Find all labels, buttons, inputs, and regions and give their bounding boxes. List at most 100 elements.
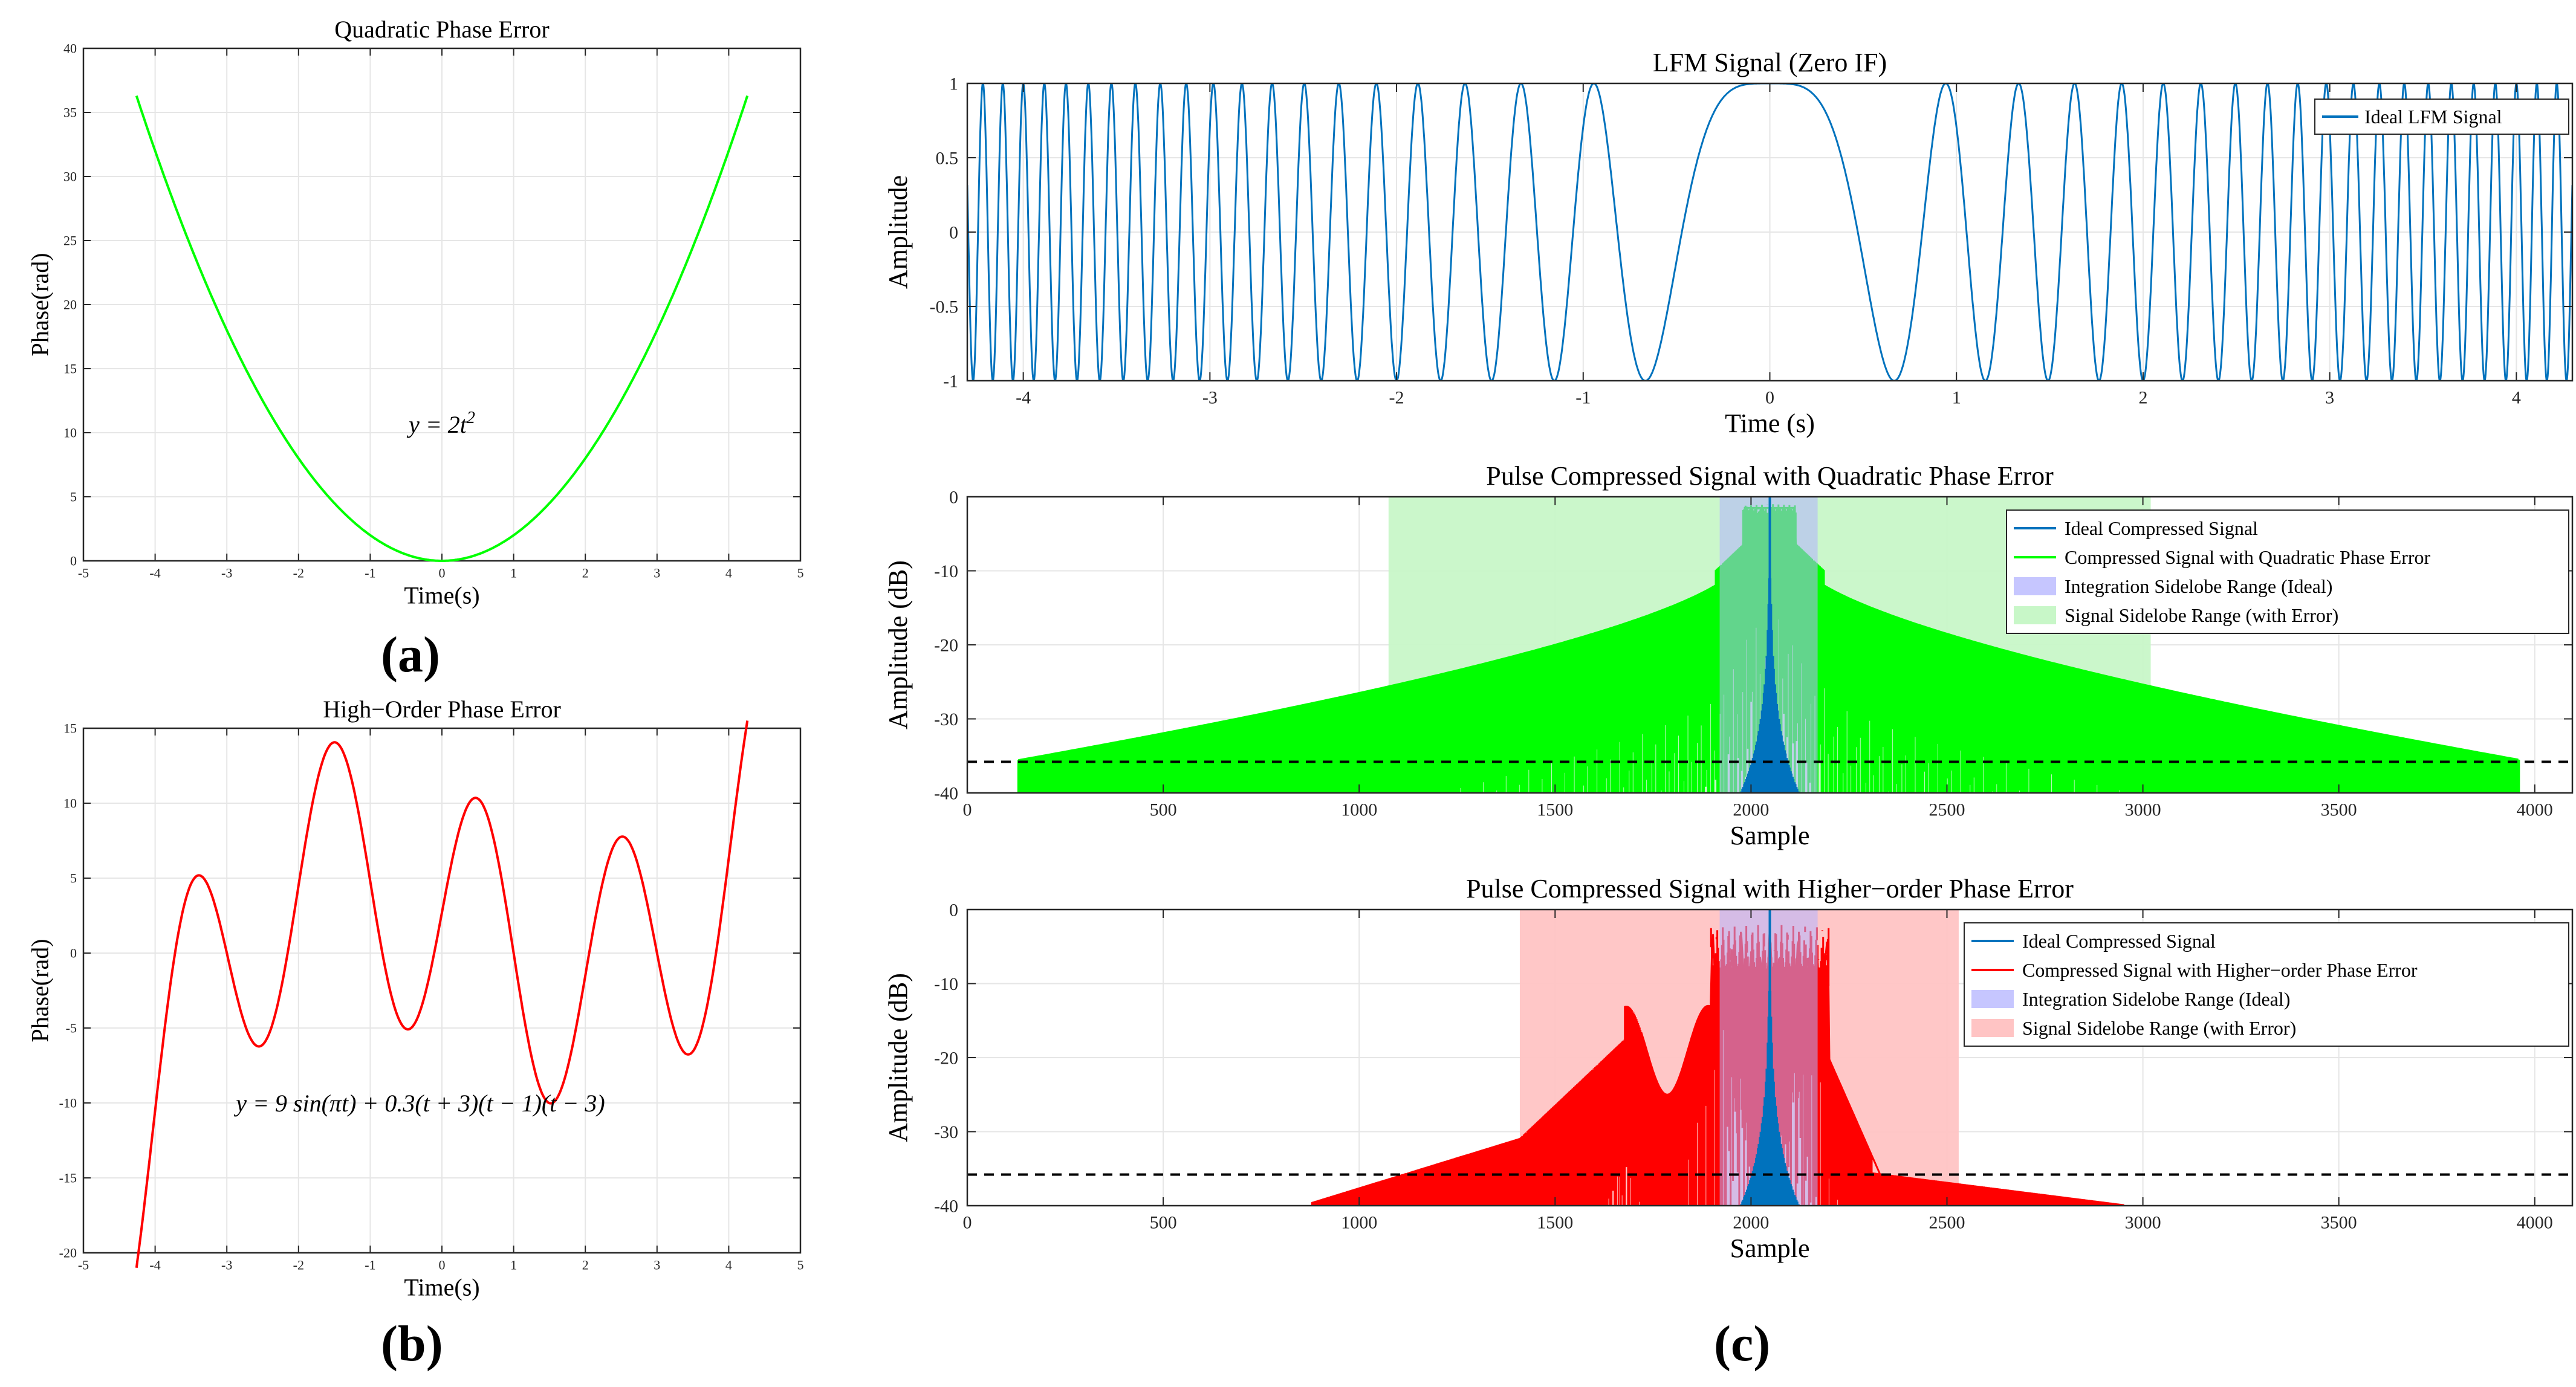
chart-quad: -5 -4 -3 -2 -1 0 1 2 3 4 5 0 5 10 15 20 25 30 35 40 Quadrati… [26, 16, 803, 609]
pc_high-legend-swatch [1971, 1019, 2014, 1037]
pc_high-xlabel: Sample [1730, 1233, 1810, 1263]
quad-xtick-label: -5 [78, 566, 89, 581]
pc_quad-ytick-label: 0 [949, 488, 958, 508]
lfm-xlabel: Time (s) [1725, 409, 1815, 438]
high-xtick-label: 5 [797, 1258, 804, 1273]
lfm-xtick-label: 1 [1952, 388, 1961, 408]
quad-xtick-label: 1 [510, 566, 517, 581]
quad-xtick-label: 3 [654, 566, 660, 581]
high-title: High−Order Phase Error [323, 696, 561, 723]
lfm-title: LFM Signal (Zero IF) [1653, 48, 1887, 77]
pc_quad-ylabel: Amplitude (dB) [883, 560, 913, 729]
pc_high-ytick-label: 0 [949, 900, 958, 920]
quad-xtick-label: -2 [293, 566, 304, 581]
lfm-xtick-label: 0 [1765, 388, 1774, 408]
quad-xtick-label: 2 [582, 566, 589, 581]
high-grid [83, 728, 800, 1253]
pc_high-xtick-label: 1500 [1537, 1213, 1573, 1233]
pc_quad-legend-swatch [2014, 606, 2056, 624]
pc_quad-ytick-label: -10 [934, 561, 958, 581]
pc_high-xtick-label: 3000 [2125, 1213, 2161, 1233]
quad-xtick-label: -1 [365, 566, 375, 581]
quad-grid [83, 48, 800, 561]
lfm-xtick-label: 3 [2325, 388, 2334, 408]
panel-label-b: (b) [381, 1316, 443, 1372]
lfm-xtick-label: -2 [1389, 388, 1404, 408]
high-ytick-label: 10 [63, 796, 77, 811]
lfm-waveform [967, 83, 2572, 381]
pc_high-ytick-label: -30 [934, 1122, 958, 1142]
pc_quad-ytick-label: -30 [934, 710, 958, 729]
pc_quad-xtick-label: 2000 [1733, 800, 1769, 820]
quad-equation-label: y = 2t2 [406, 409, 475, 438]
pc_high-legend-entry: Integration Sidelobe Range (Ideal) [2022, 988, 2290, 1010]
quad-ytick-label: 15 [63, 361, 77, 377]
quad-xlabel: Time(s) [404, 582, 479, 609]
pc_quad-xtick-label: 3000 [2125, 800, 2161, 820]
pc_high-ytick-label: -40 [934, 1197, 958, 1217]
high-equation-label: y = 9 sin(πt) + 0.3(t + 3)(t − 1)(t − 3) [233, 1090, 605, 1117]
high-ytick-label: 5 [70, 871, 77, 886]
quad-xtick-label: 5 [797, 566, 804, 581]
pc_quad-legend-entry: Ideal Compressed Signal [2065, 517, 2258, 539]
lfm-legend-entry: Ideal LFM Signal [2364, 106, 2502, 128]
pc_quad-xtick-label: 1000 [1341, 800, 1377, 820]
high-ytick-label: -15 [59, 1171, 77, 1186]
high-xlabel: Time(s) [404, 1274, 479, 1301]
high-ytick-label: -20 [59, 1246, 77, 1261]
pc_high-xtick-label: 2000 [1733, 1213, 1769, 1233]
quad-ytick-label: 40 [63, 41, 77, 56]
high-xtick-label: -2 [293, 1258, 304, 1273]
quad-equation-superscript: 2 [467, 409, 475, 427]
pc_high-legend-entry: Signal Sidelobe Range (with Error) [2022, 1017, 2296, 1039]
high-ylabel: Phase(rad) [26, 939, 53, 1042]
pc_quad-title: Pulse Compressed Signal with Quadratic P… [1486, 461, 2054, 491]
pc_quad-legend: Ideal Compressed Signal Compressed Signal… [2006, 509, 2569, 634]
chart-lfm: -4 -3 -2 -1 0 1 2 3 4 -1 -0.5 0 0.5 1 LFM Signal (Zero… [883, 48, 2574, 438]
chart-pc_quad: 0 500 1000 1500 2000 2500 3000 3500 4000 -40 -30 -2… [883, 461, 2574, 850]
pc_quad-xtick-label: 500 [1150, 800, 1177, 820]
high-ytick-label: -10 [59, 1096, 77, 1111]
pc_quad-error-stems [1017, 504, 2520, 793]
pc_high-xtick-label: 4000 [2517, 1213, 2553, 1233]
lfm-xtick-label: -3 [1202, 388, 1218, 408]
pc_high-legend: Ideal Compressed Signal Compressed Signal… [1964, 922, 2569, 1047]
quad-xtick-label: 4 [725, 566, 732, 581]
lfm-ytick-label: 1 [949, 74, 958, 94]
pc_high-legend-box [1964, 922, 2569, 1047]
pc_quad-xtick-label: 1500 [1537, 800, 1573, 820]
lfm-xtick-label: -4 [1016, 388, 1031, 408]
quad-xtick-label: -4 [149, 566, 160, 581]
pc_quad-xtick-label: 0 [963, 800, 972, 820]
pc_quad-ytick-label: -40 [934, 784, 958, 804]
lfm-ytick-label: 0 [949, 223, 958, 243]
panel-label-c: (c) [1714, 1316, 1771, 1372]
high-xtick-label: 4 [725, 1258, 732, 1273]
lfm-ytick-label: -1 [943, 372, 958, 392]
panel-label-a: (a) [381, 627, 440, 683]
pc_high-xtick-label: 500 [1150, 1213, 1177, 1233]
pc_high-legend-swatch [1971, 990, 2014, 1008]
lfm-ytick-label: 0.5 [936, 149, 959, 169]
quad-ytick-label: 25 [63, 233, 77, 248]
quad-ytick-label: 5 [70, 490, 77, 505]
pc_high-legend-entry: Ideal Compressed Signal [2022, 930, 2216, 952]
high-xtick-label: -4 [149, 1258, 160, 1273]
pc_quad-ytick-label: -20 [934, 636, 958, 656]
chart-pc_high: 0 500 1000 1500 2000 2500 3000 3500 4000 -40 -30 -2… [883, 874, 2574, 1263]
quad-curve [135, 95, 749, 562]
pc_quad-xtick-label: 4000 [2517, 800, 2553, 820]
quad-xtick-label: -3 [221, 566, 232, 581]
pc_high-xtick-label: 3500 [2321, 1213, 2357, 1233]
pc_high-title: Pulse Compressed Signal with Higher−orde… [1466, 874, 2074, 904]
pc_high-ytick-label: -20 [934, 1049, 958, 1069]
quad-title: Quadratic Phase Error [334, 16, 549, 43]
lfm-legend: Ideal LFM Signal [2314, 99, 2569, 135]
pc_quad-legend-entry: Integration Sidelobe Range (Ideal) [2065, 575, 2332, 597]
pc_high-xtick-label: 2500 [1929, 1213, 1965, 1233]
high-curve [135, 720, 749, 1268]
high-ytick-label: -5 [66, 1021, 77, 1036]
high-xtick-label: -3 [221, 1258, 232, 1273]
high-xtick-label: 1 [510, 1258, 517, 1273]
